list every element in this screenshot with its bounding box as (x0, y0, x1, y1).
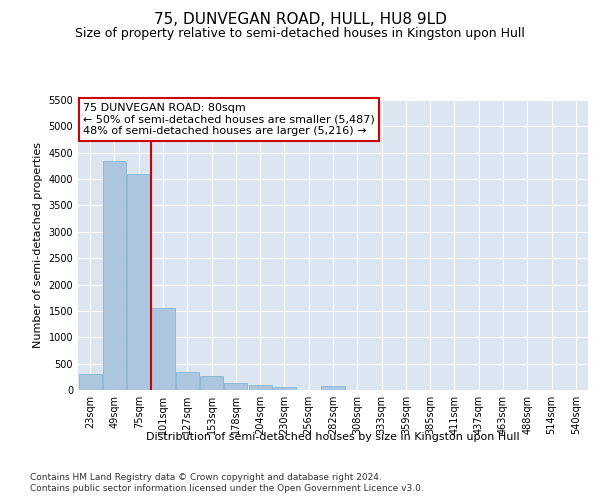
Bar (200, 376, 223, 390)
Text: Contains HM Land Registry data © Crown copyright and database right 2024.: Contains HM Land Registry data © Crown c… (30, 472, 382, 482)
Text: 75 DUNVEGAN ROAD: 80sqm
← 50% of semi-detached houses are smaller (5,487)
48% of: 75 DUNVEGAN ROAD: 80sqm ← 50% of semi-de… (83, 103, 375, 136)
Bar (273, 388, 296, 390)
Text: Distribution of semi-detached houses by size in Kingston upon Hull: Distribution of semi-detached houses by … (146, 432, 520, 442)
Bar (224, 383, 247, 390)
Bar (248, 384, 272, 390)
Y-axis label: Number of semi-detached properties: Number of semi-detached properties (33, 142, 43, 348)
Text: 75, DUNVEGAN ROAD, HULL, HU8 9LD: 75, DUNVEGAN ROAD, HULL, HU8 9LD (154, 12, 446, 28)
Bar (322, 386, 344, 390)
Text: Contains public sector information licensed under the Open Government Licence v3: Contains public sector information licen… (30, 484, 424, 493)
Bar (79, 374, 101, 390)
Text: Size of property relative to semi-detached houses in Kingston upon Hull: Size of property relative to semi-detach… (75, 28, 525, 40)
Bar (103, 160, 126, 390)
Bar (151, 308, 175, 390)
Bar (127, 174, 150, 390)
Bar (176, 372, 199, 390)
